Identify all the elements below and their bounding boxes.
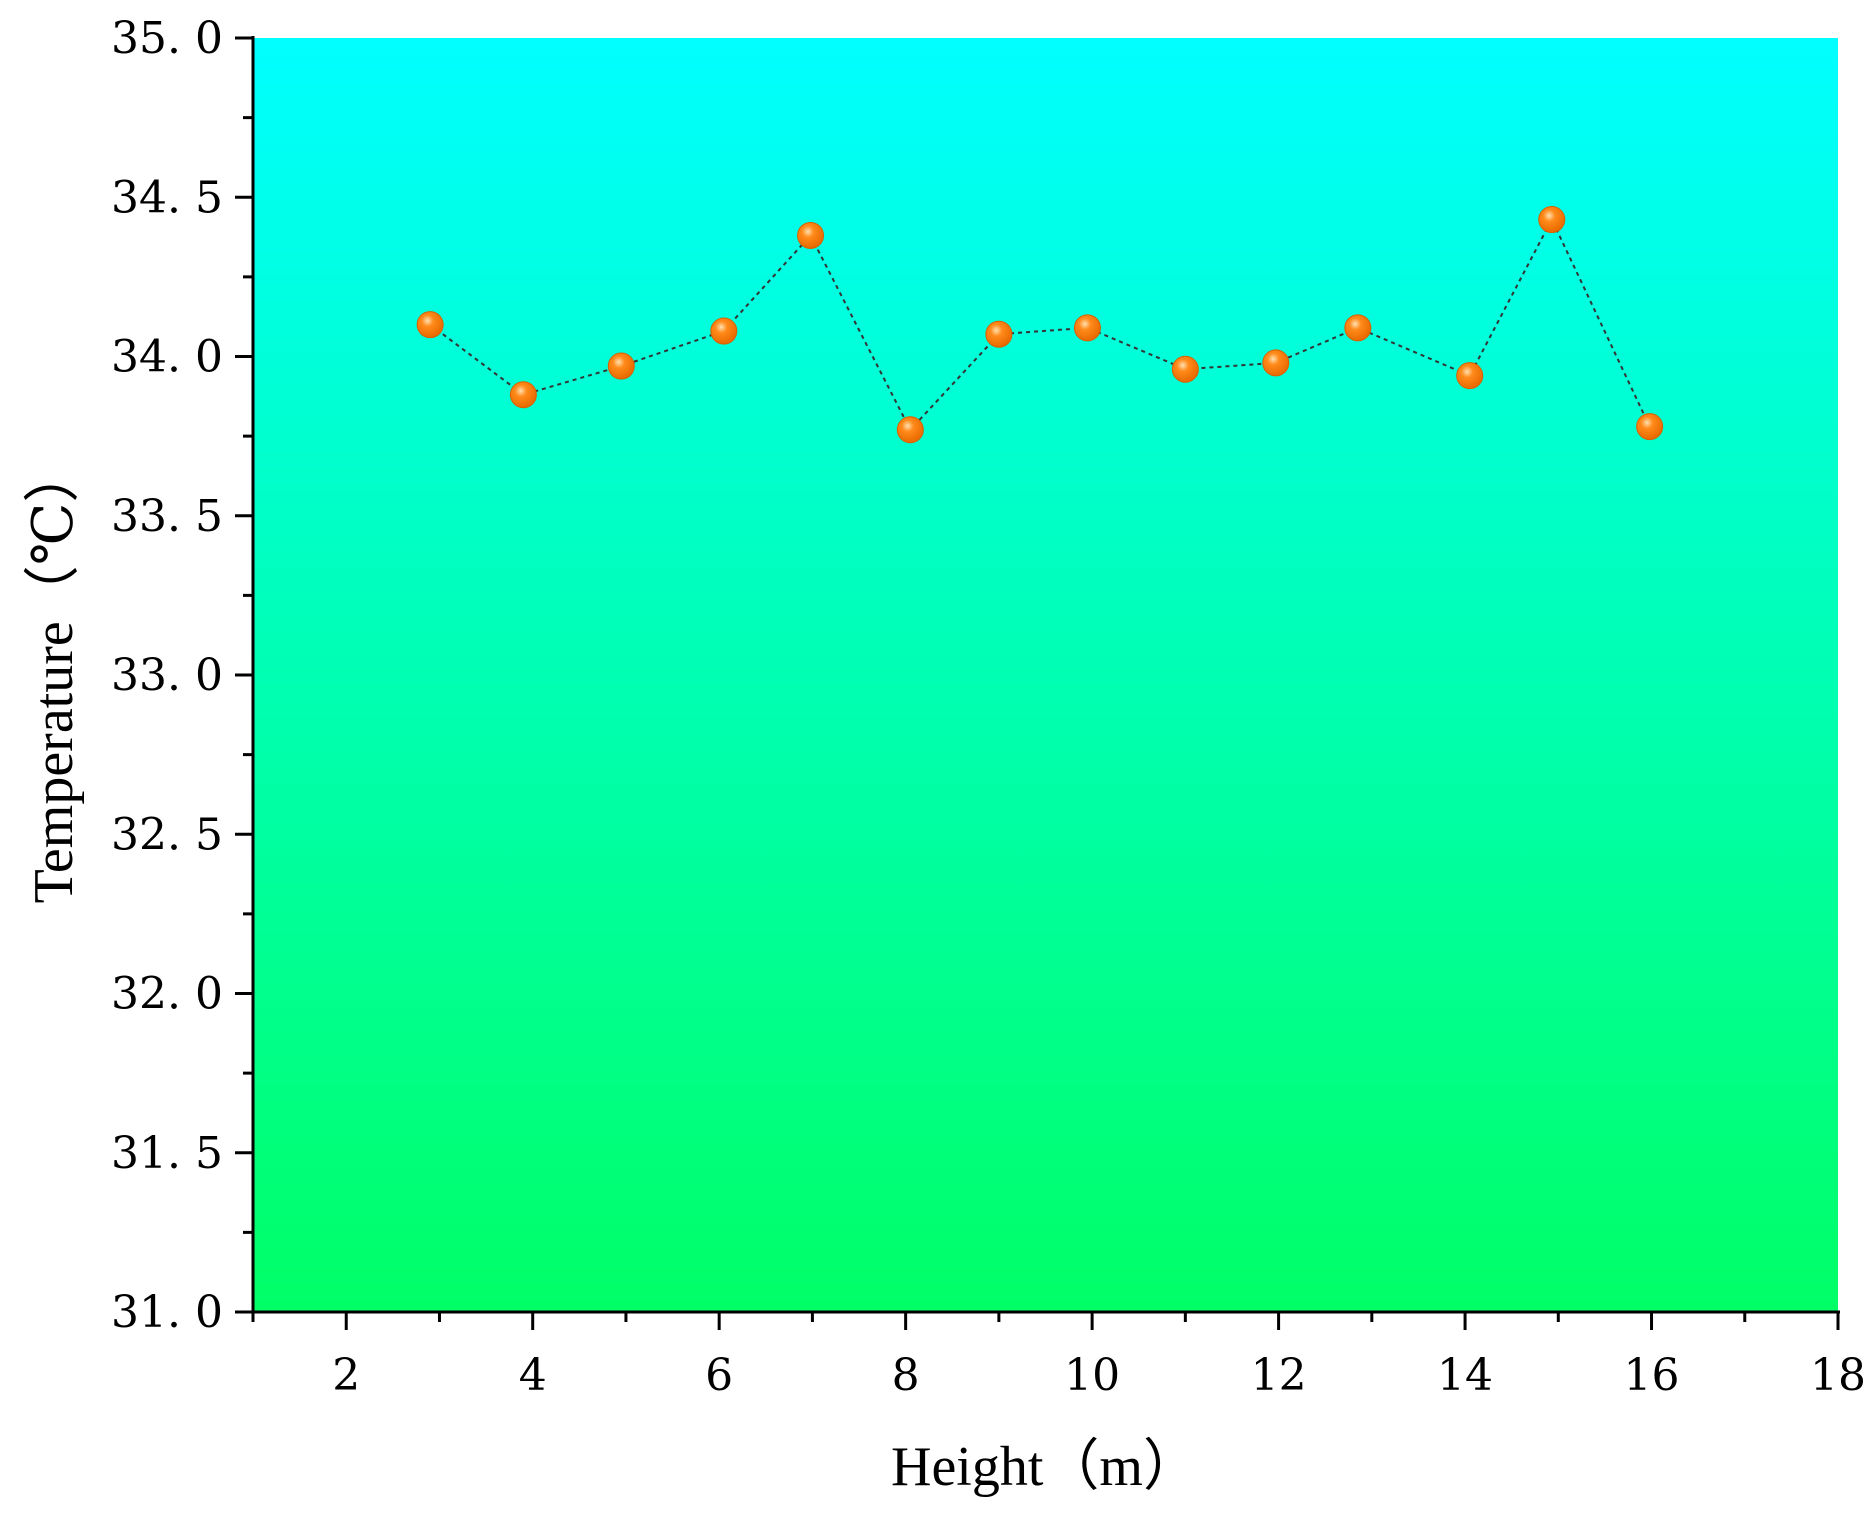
- data-point: [1344, 314, 1372, 342]
- data-point: [1456, 362, 1484, 390]
- y-tick-label: 35. 0: [111, 13, 223, 64]
- x-tick-label: 18: [1810, 1350, 1866, 1401]
- x-tick-label: 16: [1624, 1350, 1680, 1401]
- data-point: [509, 381, 537, 409]
- data-point: [896, 416, 924, 444]
- y-tick-label: 34. 0: [111, 332, 223, 383]
- y-tick-label: 32. 0: [111, 969, 223, 1020]
- x-tick-label: 8: [892, 1350, 920, 1401]
- x-tick-label: 6: [705, 1350, 733, 1401]
- y-tick-label: 32. 5: [111, 809, 223, 860]
- y-tick-label: 33. 0: [111, 650, 223, 701]
- series-connector-line: [429, 217, 1651, 432]
- x-tick-label: 10: [1064, 1350, 1120, 1401]
- x-tick-label: 12: [1251, 1350, 1307, 1401]
- x-tick-label: 2: [332, 1350, 360, 1401]
- plot-area: [253, 38, 1838, 1312]
- y-tick-label: 31. 5: [111, 1128, 223, 1179]
- connector-layer: [429, 217, 1651, 432]
- data-point: [1073, 314, 1101, 342]
- data-point: [1171, 355, 1199, 383]
- ticks-layer: 31. 0 31. 5 32. 0 32. 5 33. 0 33. 5 34. 0 34. 5…: [111, 13, 1866, 1401]
- y-axis-title: Temperature（℃）: [23, 447, 85, 904]
- data-point: [985, 320, 1013, 348]
- data-point: [416, 311, 444, 339]
- x-tick-label: 14: [1437, 1350, 1493, 1401]
- data-point: [1636, 413, 1664, 441]
- x-tick-label: 4: [519, 1350, 547, 1401]
- y-tick-label: 33. 5: [111, 491, 223, 542]
- data-point: [607, 352, 635, 380]
- data-point: [1538, 206, 1566, 234]
- y-tick-label: 34. 5: [111, 172, 223, 223]
- data-point: [1262, 349, 1290, 377]
- y-tick-label: 31. 0: [111, 1287, 223, 1338]
- data-point: [710, 317, 738, 345]
- data-point: [797, 221, 825, 249]
- x-axis-title: Height（m）: [891, 1436, 1199, 1498]
- markers-layer: [416, 206, 1664, 444]
